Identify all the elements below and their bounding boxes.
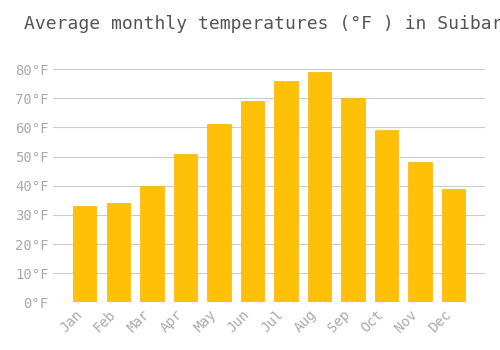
Bar [140,186,164,302]
Bar [342,98,365,302]
Title: Average monthly temperatures (°F ) in Suibara: Average monthly temperatures (°F ) in Su… [24,15,500,33]
Bar [73,206,96,302]
Bar [174,154,197,302]
Bar [442,189,466,302]
Bar [308,72,331,302]
Bar [207,125,231,302]
Bar [106,203,130,302]
Bar [375,130,398,302]
Bar [274,81,297,302]
Bar [240,101,264,302]
Bar [408,162,432,302]
